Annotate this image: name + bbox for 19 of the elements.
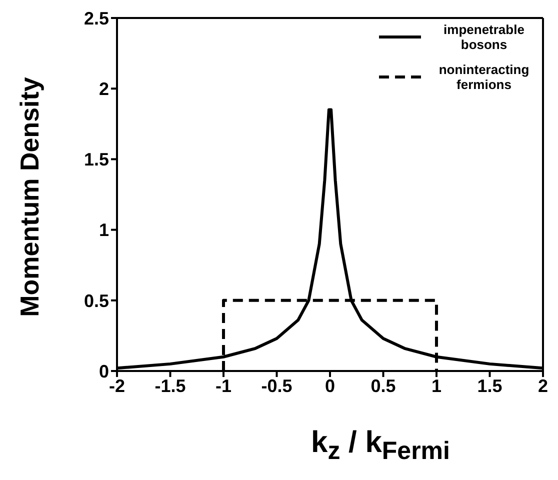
x-tick-label: 1: [431, 376, 442, 396]
legend-label: noninteracting fermions: [438, 62, 530, 92]
y-tick-label: 1: [98, 220, 109, 240]
y-axis-title: Momentum Density: [14, 77, 46, 317]
y-tick-label: 1.5: [84, 150, 109, 170]
x-tick-label: -1: [215, 376, 232, 396]
x-tick-label: 0.5: [370, 376, 396, 396]
y-tick-label: 2.5: [84, 8, 109, 28]
x-tick-label: -2: [108, 376, 126, 396]
y-tick-label: 0: [98, 361, 109, 382]
x-tick-label: 1.5: [477, 376, 502, 396]
y-tick-label: 2: [98, 78, 109, 99]
x-tick-label: 0: [324, 376, 336, 396]
y-tick-label: 0.5: [84, 290, 109, 311]
x-tick-label: -1.5: [154, 376, 186, 396]
x-tick-label: -0.5: [261, 376, 292, 396]
x-axis-title: k$_{z}$ / k$_{Fermi}$: [310, 426, 451, 466]
x-tick-label: 2: [538, 376, 548, 396]
legend-label: impenetrable bosons: [442, 22, 526, 52]
